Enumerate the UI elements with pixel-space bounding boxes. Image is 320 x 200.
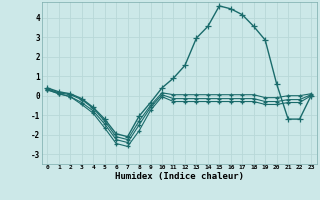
X-axis label: Humidex (Indice chaleur): Humidex (Indice chaleur) <box>115 172 244 181</box>
